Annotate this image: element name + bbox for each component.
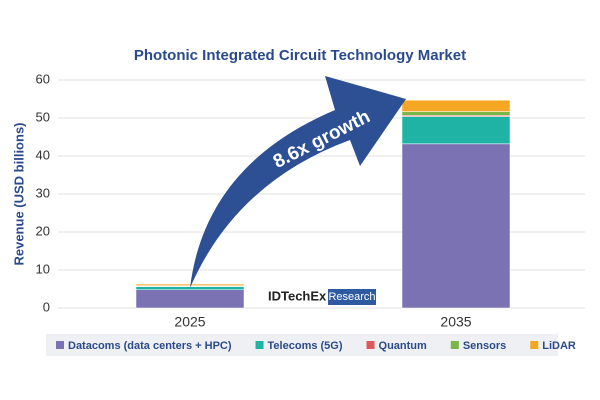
bar-segment bbox=[135, 283, 245, 286]
y-tick-label: 40 bbox=[36, 147, 50, 162]
legend-label: Datacoms (data centers + HPC) bbox=[68, 340, 232, 352]
bar-segment bbox=[135, 289, 245, 309]
legend: Datacoms (data centers + HPC) Telecoms (5… bbox=[56, 340, 576, 352]
y-tick-label: 0 bbox=[43, 299, 50, 314]
growth-arrow bbox=[190, 76, 406, 288]
legend-swatch bbox=[56, 341, 64, 349]
y-tick-label: 50 bbox=[36, 109, 50, 124]
logo-name: IDTechEx bbox=[268, 288, 327, 303]
y-tick-label: 30 bbox=[36, 185, 50, 200]
legend-swatch bbox=[366, 341, 375, 349]
y-tick-label: 20 bbox=[36, 223, 50, 238]
legend-swatch bbox=[255, 341, 264, 349]
x-tick-label: 2025 bbox=[174, 314, 205, 330]
legend-label: Sensors bbox=[463, 340, 506, 352]
y-tick-label: 10 bbox=[36, 261, 50, 276]
y-axis-label: Revenue (USD billions) bbox=[11, 122, 26, 265]
bar-segment bbox=[401, 116, 511, 145]
bar-segment bbox=[401, 111, 511, 116]
legend-label: Quantum bbox=[379, 340, 427, 352]
bars: 2025 2035 bbox=[135, 99, 511, 330]
logo-box bbox=[328, 289, 376, 305]
chart-title: Photonic Integrated Circuit Technology M… bbox=[134, 47, 466, 64]
legend-label: LiDAR bbox=[542, 340, 576, 352]
x-tick-label: 2035 bbox=[440, 314, 471, 330]
legend-swatch bbox=[530, 341, 539, 349]
bar-segment bbox=[401, 143, 511, 309]
logo-tag: Research bbox=[328, 291, 375, 303]
legend-swatch bbox=[450, 341, 459, 349]
legend-label: Telecoms (5G) bbox=[268, 340, 343, 352]
bar-segment bbox=[135, 286, 245, 291]
y-tick-label: 60 bbox=[36, 71, 50, 86]
bar-segment bbox=[401, 99, 511, 112]
legend-box bbox=[46, 334, 558, 356]
